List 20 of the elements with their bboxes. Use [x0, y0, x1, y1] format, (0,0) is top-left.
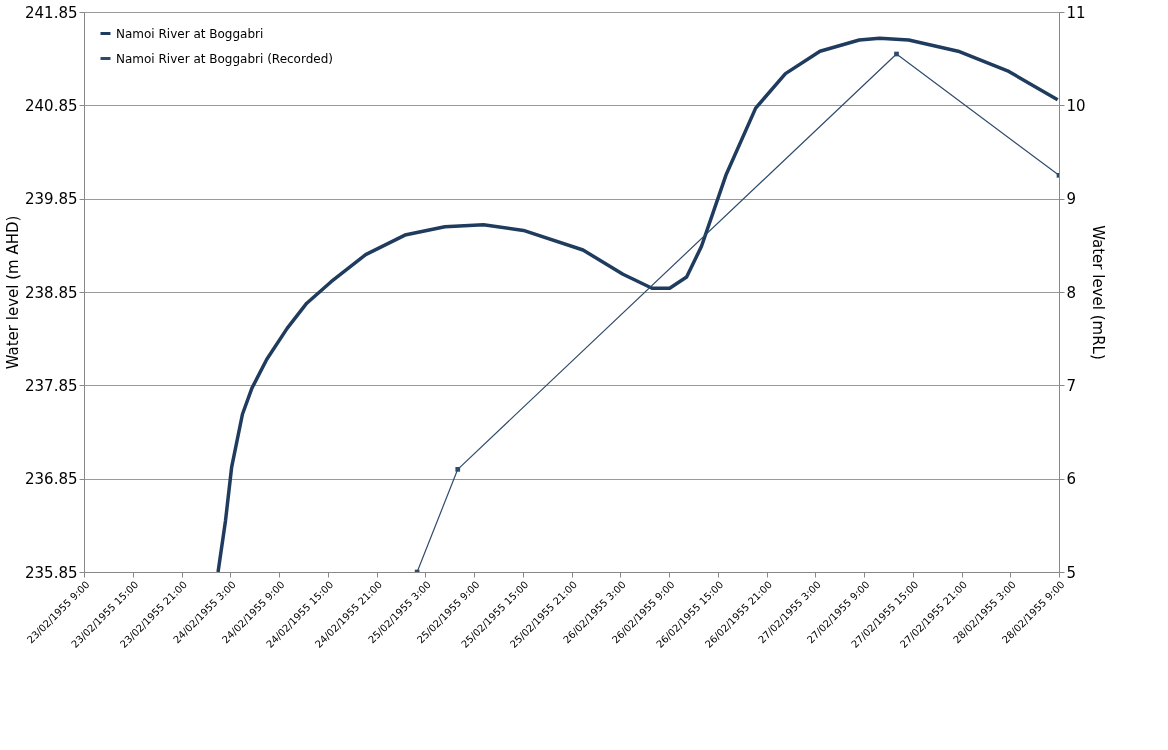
legend-label: Namoi River at Boggabri: [116, 26, 264, 41]
y2-tick-label: 9: [1066, 190, 1077, 209]
y-tick-label: 236.85: [25, 470, 78, 489]
y-tick-label: 241.85: [25, 3, 78, 22]
y-tick-label: 239.85: [25, 190, 78, 209]
legend-label: Namoi River at Boggabri (Recorded): [116, 51, 333, 66]
y2-tick-label: 11: [1066, 3, 1086, 22]
y-tick-label: 238.85: [25, 283, 78, 302]
point: [894, 51, 899, 57]
point: [455, 466, 461, 472]
y2-tick-label: 8: [1066, 283, 1077, 302]
y2-tick-label: 10: [1066, 96, 1086, 115]
y2-tick-label: 5: [1066, 563, 1077, 582]
y2-tick-label: 7: [1066, 376, 1077, 395]
y-tick-label: 240.85: [25, 96, 78, 115]
y-tick-label: 237.85: [25, 376, 78, 395]
y2-axis-title: Water level (mRL): [1088, 225, 1107, 360]
y-tick-label: 235.85: [25, 563, 78, 582]
y2-tick-label: 6: [1066, 470, 1077, 489]
y-axis-title: Water level (m AHD): [4, 215, 23, 370]
